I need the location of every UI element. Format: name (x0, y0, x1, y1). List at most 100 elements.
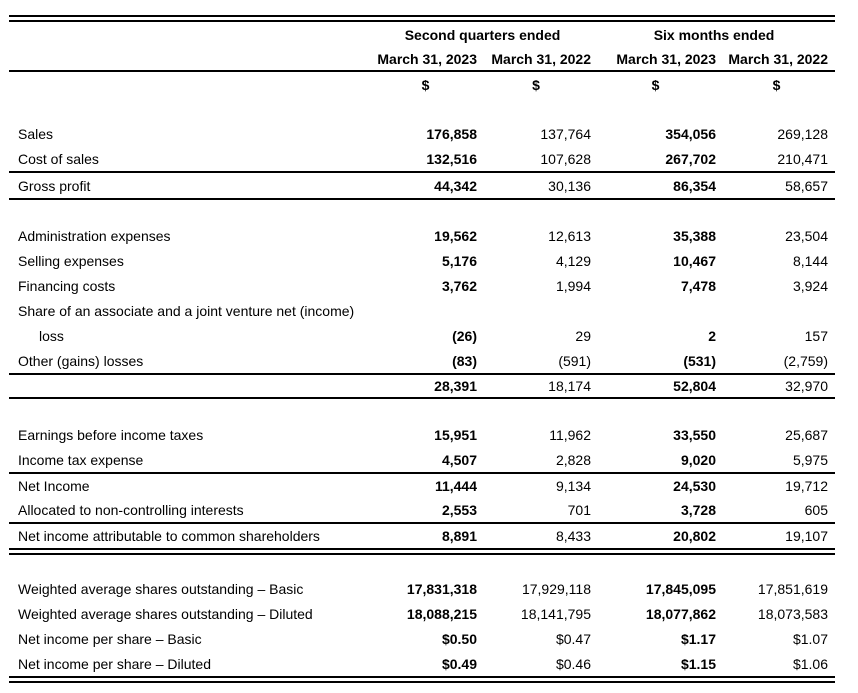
cell-6m-2023: 24,530 (673, 478, 716, 494)
cell-6m-2023: 7,478 (680, 277, 716, 294)
row-label: Other (gains) losses (18, 352, 144, 369)
table-row: Weighted average shares outstanding – Di… (9, 601, 835, 626)
table-row: Cost of sales 132,516 107,628 267,702 210,47… (9, 146, 835, 173)
cell-6m-2023: 18,077,862 (645, 605, 716, 622)
cell-6m-2022: 8,144 (792, 252, 828, 269)
row-label: Net income attributable to common shareh… (18, 528, 320, 544)
cell-6m-2023: 86,354 (673, 177, 716, 194)
cell-6m-2022: 157 (804, 327, 828, 344)
cell-q2-2023: 17,831,318 (406, 580, 477, 597)
cell-6m-2022: 32,970 (785, 378, 828, 394)
cell-q2-2022: 4,129 (555, 252, 591, 269)
cell-6m-2023: 9,020 (680, 451, 716, 468)
section-per-share: Weighted average shares outstanding – Ba… (9, 576, 835, 683)
cell-6m-2022: 25,687 (785, 426, 828, 443)
cell-q2-2023: 44,342 (434, 177, 477, 194)
row-label: Administration expenses (18, 227, 171, 244)
column-header-row: March 31, 2023 March 31, 2022 March 31, … (9, 48, 835, 72)
double-rule (9, 548, 835, 555)
cell-q2-2023: 3,762 (441, 277, 477, 294)
cell-q2-2023: 5,176 (441, 252, 477, 269)
cell-6m-2022: 5,975 (792, 451, 828, 468)
cell-q2-2022: 701 (567, 502, 591, 518)
table-row: Weighted average shares outstanding – Ba… (9, 576, 835, 601)
column-header-q2-2023: March 31, 2023 (377, 51, 477, 67)
cell-6m-2022: 269,128 (777, 125, 828, 142)
cell-6m-2022: 605 (804, 502, 828, 518)
cell-6m-2023: $1.17 (680, 630, 716, 647)
column-header-6m-2022: March 31, 2022 (728, 51, 828, 67)
cell-q2-2023: 176,858 (426, 125, 477, 142)
row-label: Share of an associate and a joint ventur… (18, 302, 355, 319)
row-label: Earnings before income taxes (18, 426, 204, 443)
cell-q2-2023: 19,562 (434, 227, 477, 244)
cell-6m-2023: 20,802 (673, 528, 716, 544)
cell-q2-2022: 11,962 (549, 426, 591, 443)
table-row: Administration expenses 19,562 12,613 35,38… (9, 223, 835, 248)
cell-q2-2023: (26) (452, 327, 477, 344)
cell-6m-2022: $1.07 (792, 630, 828, 647)
cell-q2-2022: 2,828 (555, 451, 591, 468)
cell-q2-2023: $0.50 (441, 630, 477, 647)
table-row: Net Income 11,444 9,134 24,530 19,712 (9, 474, 835, 498)
cell-6m-2022: $1.06 (792, 655, 828, 672)
table-row: loss (26) 29 2 157 (9, 323, 835, 348)
cell-6m-2023: 52,804 (673, 378, 716, 394)
column-group-header-row: Second quarters ended Six months ended (9, 22, 835, 48)
table-row: Income tax expense 4,507 2,828 9,020 5,975 (9, 447, 835, 474)
row-label: Cost of sales (18, 150, 99, 167)
cell-q2-2023: 18,088,215 (406, 605, 477, 622)
cell-q2-2022: 29 (575, 327, 591, 344)
cell-6m-2022: 19,712 (785, 478, 828, 494)
cell-6m-2023: 3,728 (680, 502, 716, 518)
table-row: Financing costs 3,762 1,994 7,478 3,924 (9, 273, 835, 298)
row-label: Weighted average shares outstanding – Di… (18, 605, 313, 622)
table-row: Gross profit 44,342 30,136 86,354 58,657 (9, 173, 835, 200)
column-header-q2-2022: March 31, 2022 (491, 51, 591, 67)
cell-6m-2023: 354,056 (665, 125, 716, 142)
cell-q2-2023: 15,951 (434, 426, 477, 443)
table-row: Sales 176,858 137,764 354,056 269,128 (9, 121, 835, 146)
table-row: Selling expenses 5,176 4,129 10,467 8,144 (9, 248, 835, 273)
cell-6m-2022: 3,924 (792, 277, 828, 294)
row-label: loss (39, 327, 64, 344)
currency-symbol-row: $ $ $ $ (9, 72, 835, 97)
row-label: Net income per share – Basic (18, 630, 202, 647)
table-row: Net income per share – Basic $0.50 $0.47 $1… (9, 626, 835, 651)
cell-q2-2023: 28,391 (434, 378, 477, 394)
cell-6m-2022: 23,504 (785, 227, 828, 244)
column-header-6m-2023: March 31, 2023 (616, 51, 716, 67)
table-row: Net income attributable to common shareh… (9, 524, 835, 548)
cell-6m-2023: 267,702 (665, 150, 716, 167)
currency-symbol: $ (421, 76, 430, 93)
cell-6m-2023: 2 (708, 327, 716, 344)
section-gross-profit: Sales 176,858 137,764 354,056 269,128 Cost of… (9, 121, 835, 200)
row-label: Income tax expense (18, 451, 144, 468)
table-body: Sales 176,858 137,764 354,056 269,128 Cost of… (9, 121, 835, 683)
cell-6m-2022: 18,073,583 (757, 605, 828, 622)
cell-q2-2022: $0.47 (555, 630, 591, 647)
cell-q2-2023: 8,891 (441, 528, 477, 544)
table-row: Net income per share – Diluted $0.49 $0.46… (9, 651, 835, 676)
row-label: Net income per share – Diluted (18, 655, 211, 672)
cell-q2-2022: 137,764 (540, 125, 591, 142)
table-row: Earnings before income taxes 15,951 11,962… (9, 422, 835, 447)
currency-symbol: $ (532, 76, 540, 93)
cell-q2-2023: $0.49 (441, 655, 477, 672)
cell-6m-2023: 10,467 (673, 252, 716, 269)
row-label: Financing costs (18, 277, 116, 294)
cell-q2-2023: 11,444 (434, 478, 477, 494)
currency-symbol: $ (651, 76, 660, 93)
table-row: 28,391 18,174 52,804 32,970 (9, 375, 835, 399)
cell-q2-2023: 2,553 (441, 502, 477, 518)
column-group-six-months-ended: Six months ended (653, 27, 775, 43)
income-statement-table: Second quarters ended Six months ended M… (9, 15, 835, 683)
cell-6m-2022: 58,657 (785, 177, 828, 194)
cell-q2-2022: (591) (558, 352, 591, 369)
cell-6m-2023: 17,845,095 (645, 580, 716, 597)
cell-q2-2022: 107,628 (540, 150, 591, 167)
cell-q2-2023: 132,516 (426, 150, 477, 167)
cell-6m-2022: 210,471 (777, 150, 828, 167)
row-label: Gross profit (18, 177, 91, 194)
